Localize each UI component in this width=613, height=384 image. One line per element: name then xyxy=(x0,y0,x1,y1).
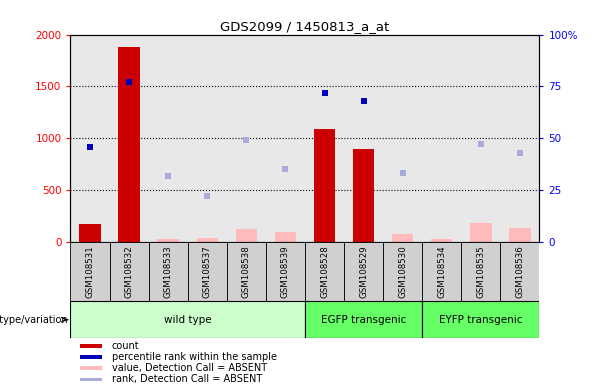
Text: GSM108531: GSM108531 xyxy=(86,245,94,298)
Bar xyxy=(110,242,149,301)
Bar xyxy=(392,233,413,242)
Bar xyxy=(500,242,539,301)
Text: GSM108539: GSM108539 xyxy=(281,245,290,298)
Bar xyxy=(305,301,422,338)
Bar xyxy=(383,242,422,301)
Bar xyxy=(80,344,102,348)
Bar xyxy=(80,366,102,370)
Bar xyxy=(509,228,531,242)
Bar xyxy=(422,242,462,301)
Text: GSM108536: GSM108536 xyxy=(516,245,524,298)
Text: GSM108535: GSM108535 xyxy=(476,245,485,298)
Bar xyxy=(158,239,179,242)
Bar xyxy=(70,301,305,338)
Text: value, Detection Call = ABSENT: value, Detection Call = ABSENT xyxy=(112,363,267,373)
Bar xyxy=(80,377,102,381)
Bar xyxy=(80,356,102,359)
Bar xyxy=(235,230,257,242)
Bar xyxy=(314,129,335,242)
Bar xyxy=(462,242,500,301)
Bar xyxy=(118,47,140,242)
Bar xyxy=(422,301,539,338)
Text: GSM108530: GSM108530 xyxy=(398,245,407,298)
Text: EGFP transgenic: EGFP transgenic xyxy=(321,314,406,325)
Bar xyxy=(227,242,266,301)
Bar xyxy=(79,224,101,242)
Bar xyxy=(353,149,375,242)
Text: GSM108528: GSM108528 xyxy=(320,245,329,298)
Text: GSM108537: GSM108537 xyxy=(203,245,211,298)
Bar xyxy=(149,242,188,301)
Bar xyxy=(470,223,492,242)
Bar xyxy=(431,239,452,242)
Text: GSM108533: GSM108533 xyxy=(164,245,173,298)
Text: rank, Detection Call = ABSENT: rank, Detection Call = ABSENT xyxy=(112,374,262,384)
Text: wild type: wild type xyxy=(164,314,211,325)
Text: GSM108532: GSM108532 xyxy=(124,245,134,298)
Bar xyxy=(344,242,383,301)
Text: count: count xyxy=(112,341,139,351)
Bar xyxy=(197,238,218,242)
Bar xyxy=(188,242,227,301)
Text: percentile rank within the sample: percentile rank within the sample xyxy=(112,352,276,362)
Bar xyxy=(305,242,344,301)
Bar xyxy=(70,242,110,301)
Text: genotype/variation: genotype/variation xyxy=(0,314,69,325)
Text: EYFP transgenic: EYFP transgenic xyxy=(439,314,522,325)
Text: GSM108529: GSM108529 xyxy=(359,245,368,298)
Title: GDS2099 / 1450813_a_at: GDS2099 / 1450813_a_at xyxy=(220,20,390,33)
Text: GSM108534: GSM108534 xyxy=(437,245,446,298)
Bar xyxy=(266,242,305,301)
Bar xyxy=(275,232,296,242)
Text: GSM108538: GSM108538 xyxy=(242,245,251,298)
